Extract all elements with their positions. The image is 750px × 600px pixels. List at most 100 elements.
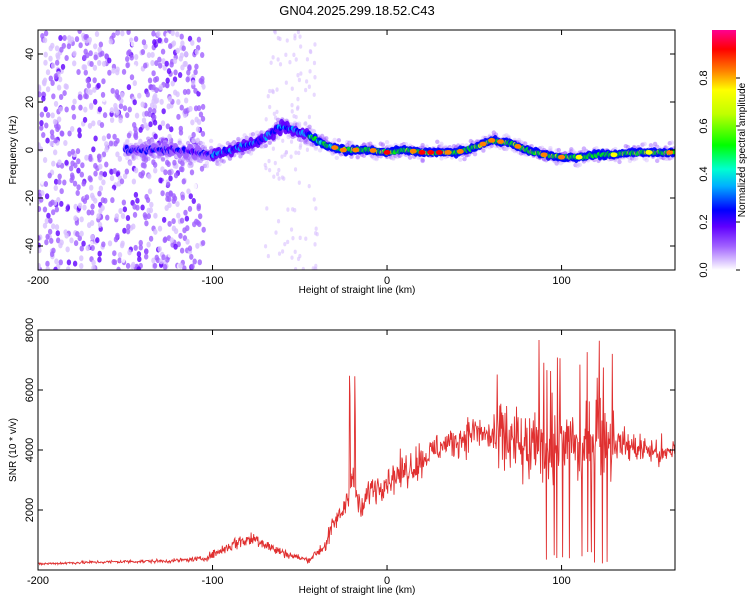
spectrogram-noise-cell [267, 158, 271, 164]
spectrogram-noise-cell [289, 139, 294, 144]
spectrogram-noise-cell [166, 68, 172, 75]
spectrogram-plot-area [38, 30, 675, 270]
spectrogram-noise-cell [294, 57, 298, 62]
spectrogram-noise-cell [187, 64, 192, 71]
spectrogram-noise-cell [38, 262, 41, 269]
spectrogram-noise-cell [290, 255, 294, 260]
spectrogram-noise-cell [43, 106, 48, 113]
spectrogram-noise-cell [59, 188, 64, 195]
spectrogram-noise-cell [157, 56, 162, 63]
spectrogram-noise-cell [307, 183, 311, 189]
spectrogram-noise-cell [151, 70, 156, 77]
spectrogram-noise-cell [111, 67, 116, 74]
spectrogram-noise-cell [83, 69, 88, 76]
spectrogram-noise-cell [297, 150, 301, 156]
spectrogram-noise-cell [50, 62, 56, 69]
spectrogram-noise-cell [178, 232, 183, 239]
spectrogram-noise-cell [297, 77, 302, 83]
spectrogram-noise-cell [96, 153, 102, 160]
spectrogram-noise-cell [103, 197, 108, 204]
spectrogram-noise-cell [50, 133, 55, 140]
spectrogram-noise-cell [78, 42, 83, 49]
snr-x-tick-label: -200 [27, 575, 49, 587]
spectrogram-noise-cell [106, 248, 111, 255]
spectrogram-noise-cell [272, 174, 276, 179]
spectrogram-noise-cell [77, 235, 82, 242]
spectrogram-noise-cell [104, 53, 109, 60]
spectrogram-noise-cell [125, 228, 131, 235]
spectrogram-noise-cell [268, 104, 272, 110]
spectrogram-noise-cell [48, 148, 53, 155]
spectrogram-noise-cell [116, 266, 121, 270]
spectrogram-noise-cell [59, 46, 64, 53]
spectrogram-noise-cell [298, 145, 302, 150]
spectrogram-noise-cell [200, 130, 206, 137]
spectrogram-noise-cell [75, 190, 80, 197]
spectrogram-noise-cell [112, 168, 117, 175]
spectrogram-noise-cell [179, 104, 184, 111]
spectrogram-noise-cell [98, 174, 103, 181]
spectrogram-noise-cell [133, 167, 139, 174]
spectrogram-noise-cell [180, 194, 185, 201]
spectrogram-noise-cell [152, 119, 158, 126]
spectrogram-noise-cell [182, 202, 187, 209]
spectrogram-noise-cell [91, 120, 96, 127]
spectrogram-peak-cell [540, 152, 548, 158]
spectrogram-noise-cell [53, 73, 59, 80]
spectrogram-noise-cell [282, 176, 286, 181]
spectrogram-noise-cell [42, 206, 48, 213]
spectrogram-noise-cell [171, 181, 177, 188]
spectrogram-noise-cell [49, 129, 55, 136]
spectrogram-noise-cell [294, 114, 298, 120]
spectrogram-noise-cell [79, 255, 84, 262]
spectrogram-noise-cell [266, 93, 270, 99]
spectrogram-noise-cell [183, 108, 188, 115]
spectrogram-noise-cell [164, 60, 169, 67]
spectrogram-noise-cell [71, 104, 76, 111]
spectrogram-noise-cell [165, 77, 170, 84]
spectrogram-noise-cell [138, 239, 143, 246]
spectrogram-noise-cell [271, 89, 275, 95]
snr-y-tick-label: 6000 [24, 378, 36, 402]
spectrogram-noise-cell [73, 240, 79, 247]
spectrogram-noise-cell [272, 111, 276, 116]
spectrogram-noise-cell [153, 228, 158, 235]
spectrogram-noise-cell [117, 155, 123, 162]
spectrogram-halo-cell [263, 143, 268, 149]
spectrogram-noise-cell [72, 50, 77, 57]
spectrogram-noise-cell [87, 122, 93, 129]
spectrogram-noise-cell [152, 108, 157, 115]
spectrogram-noise-cell [104, 146, 109, 153]
spectrogram-noise-cell [168, 43, 173, 50]
spectrogram-noise-cell [48, 75, 53, 82]
spectrogram-noise-cell [304, 87, 308, 93]
spectrogram-noise-cell [133, 53, 139, 60]
spectrogram-noise-cell [49, 140, 54, 147]
spectrogram-noise-cell [296, 30, 300, 35]
snr-x-ticks: -200 -100 0 100 [27, 330, 571, 587]
spectrogram-noise-cell [95, 237, 100, 244]
spectrogram-x-axis-label: Height of straight line (km) [299, 285, 416, 296]
spectrogram-y-ticks: -40 -20 0 20 40 [24, 48, 675, 254]
spectrogram-noise-cell [140, 204, 145, 211]
spectrogram-noise-cell [109, 117, 115, 124]
spectrogram-noise-cell [195, 242, 200, 249]
spectrogram-noise-cell [107, 69, 112, 76]
spectrogram-noise-cell [132, 64, 137, 71]
spectrogram-noise-cell [70, 160, 75, 167]
spectrogram-noise-cell [57, 173, 62, 180]
spectrogram-noise-cell [148, 84, 153, 91]
spectrogram-noise-cell [96, 213, 101, 220]
spectrogram-noise-cell [266, 253, 270, 259]
spectrogram-noise-cell [81, 64, 86, 71]
spectrogram-noise-cell [264, 117, 268, 122]
spectrogram-noise-cell [171, 40, 177, 47]
spectrogram-noise-cell [101, 60, 107, 67]
spectrogram-noise-cell [64, 55, 69, 62]
spectrogram-noise-cell [121, 257, 126, 264]
spectrogram-noise-cell [298, 235, 302, 241]
spectrogram-noise-cell [99, 122, 105, 129]
spectrogram-noise-cell [98, 41, 104, 48]
spectrogram-noise-cell [188, 181, 193, 188]
spectrogram-noise-cell [65, 246, 70, 253]
